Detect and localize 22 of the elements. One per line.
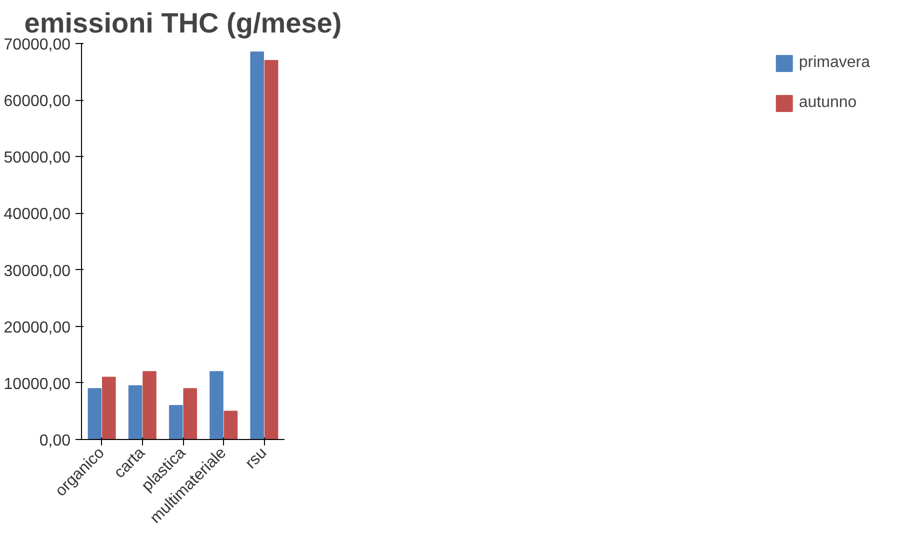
y-tick-label: 70000,00 (4, 36, 71, 54)
bar (250, 51, 264, 440)
bar (88, 388, 102, 440)
chart-title: emissioni THC (g/mese) (24, 8, 342, 38)
y-tick-label: 10000,00 (4, 376, 71, 393)
y-tick-label: 20000,00 (4, 319, 71, 336)
y-tick-label: 40000,00 (4, 206, 71, 224)
bar (142, 371, 156, 440)
bar (102, 376, 116, 440)
y-tick-label: 50000,00 (4, 150, 71, 167)
y-tick-label: 0,00 (39, 432, 71, 450)
y-tick-label: 60000,00 (4, 93, 71, 110)
y-tick-label: 30000,00 (4, 262, 71, 280)
x-tick-label: rsu (242, 444, 270, 472)
bar (169, 405, 183, 440)
legend-label: autunno (798, 94, 857, 112)
legend-label: primavera (798, 54, 870, 72)
bar (183, 388, 197, 440)
bar (210, 371, 224, 440)
bar (264, 60, 278, 440)
bar (224, 410, 238, 440)
bar (128, 385, 142, 440)
